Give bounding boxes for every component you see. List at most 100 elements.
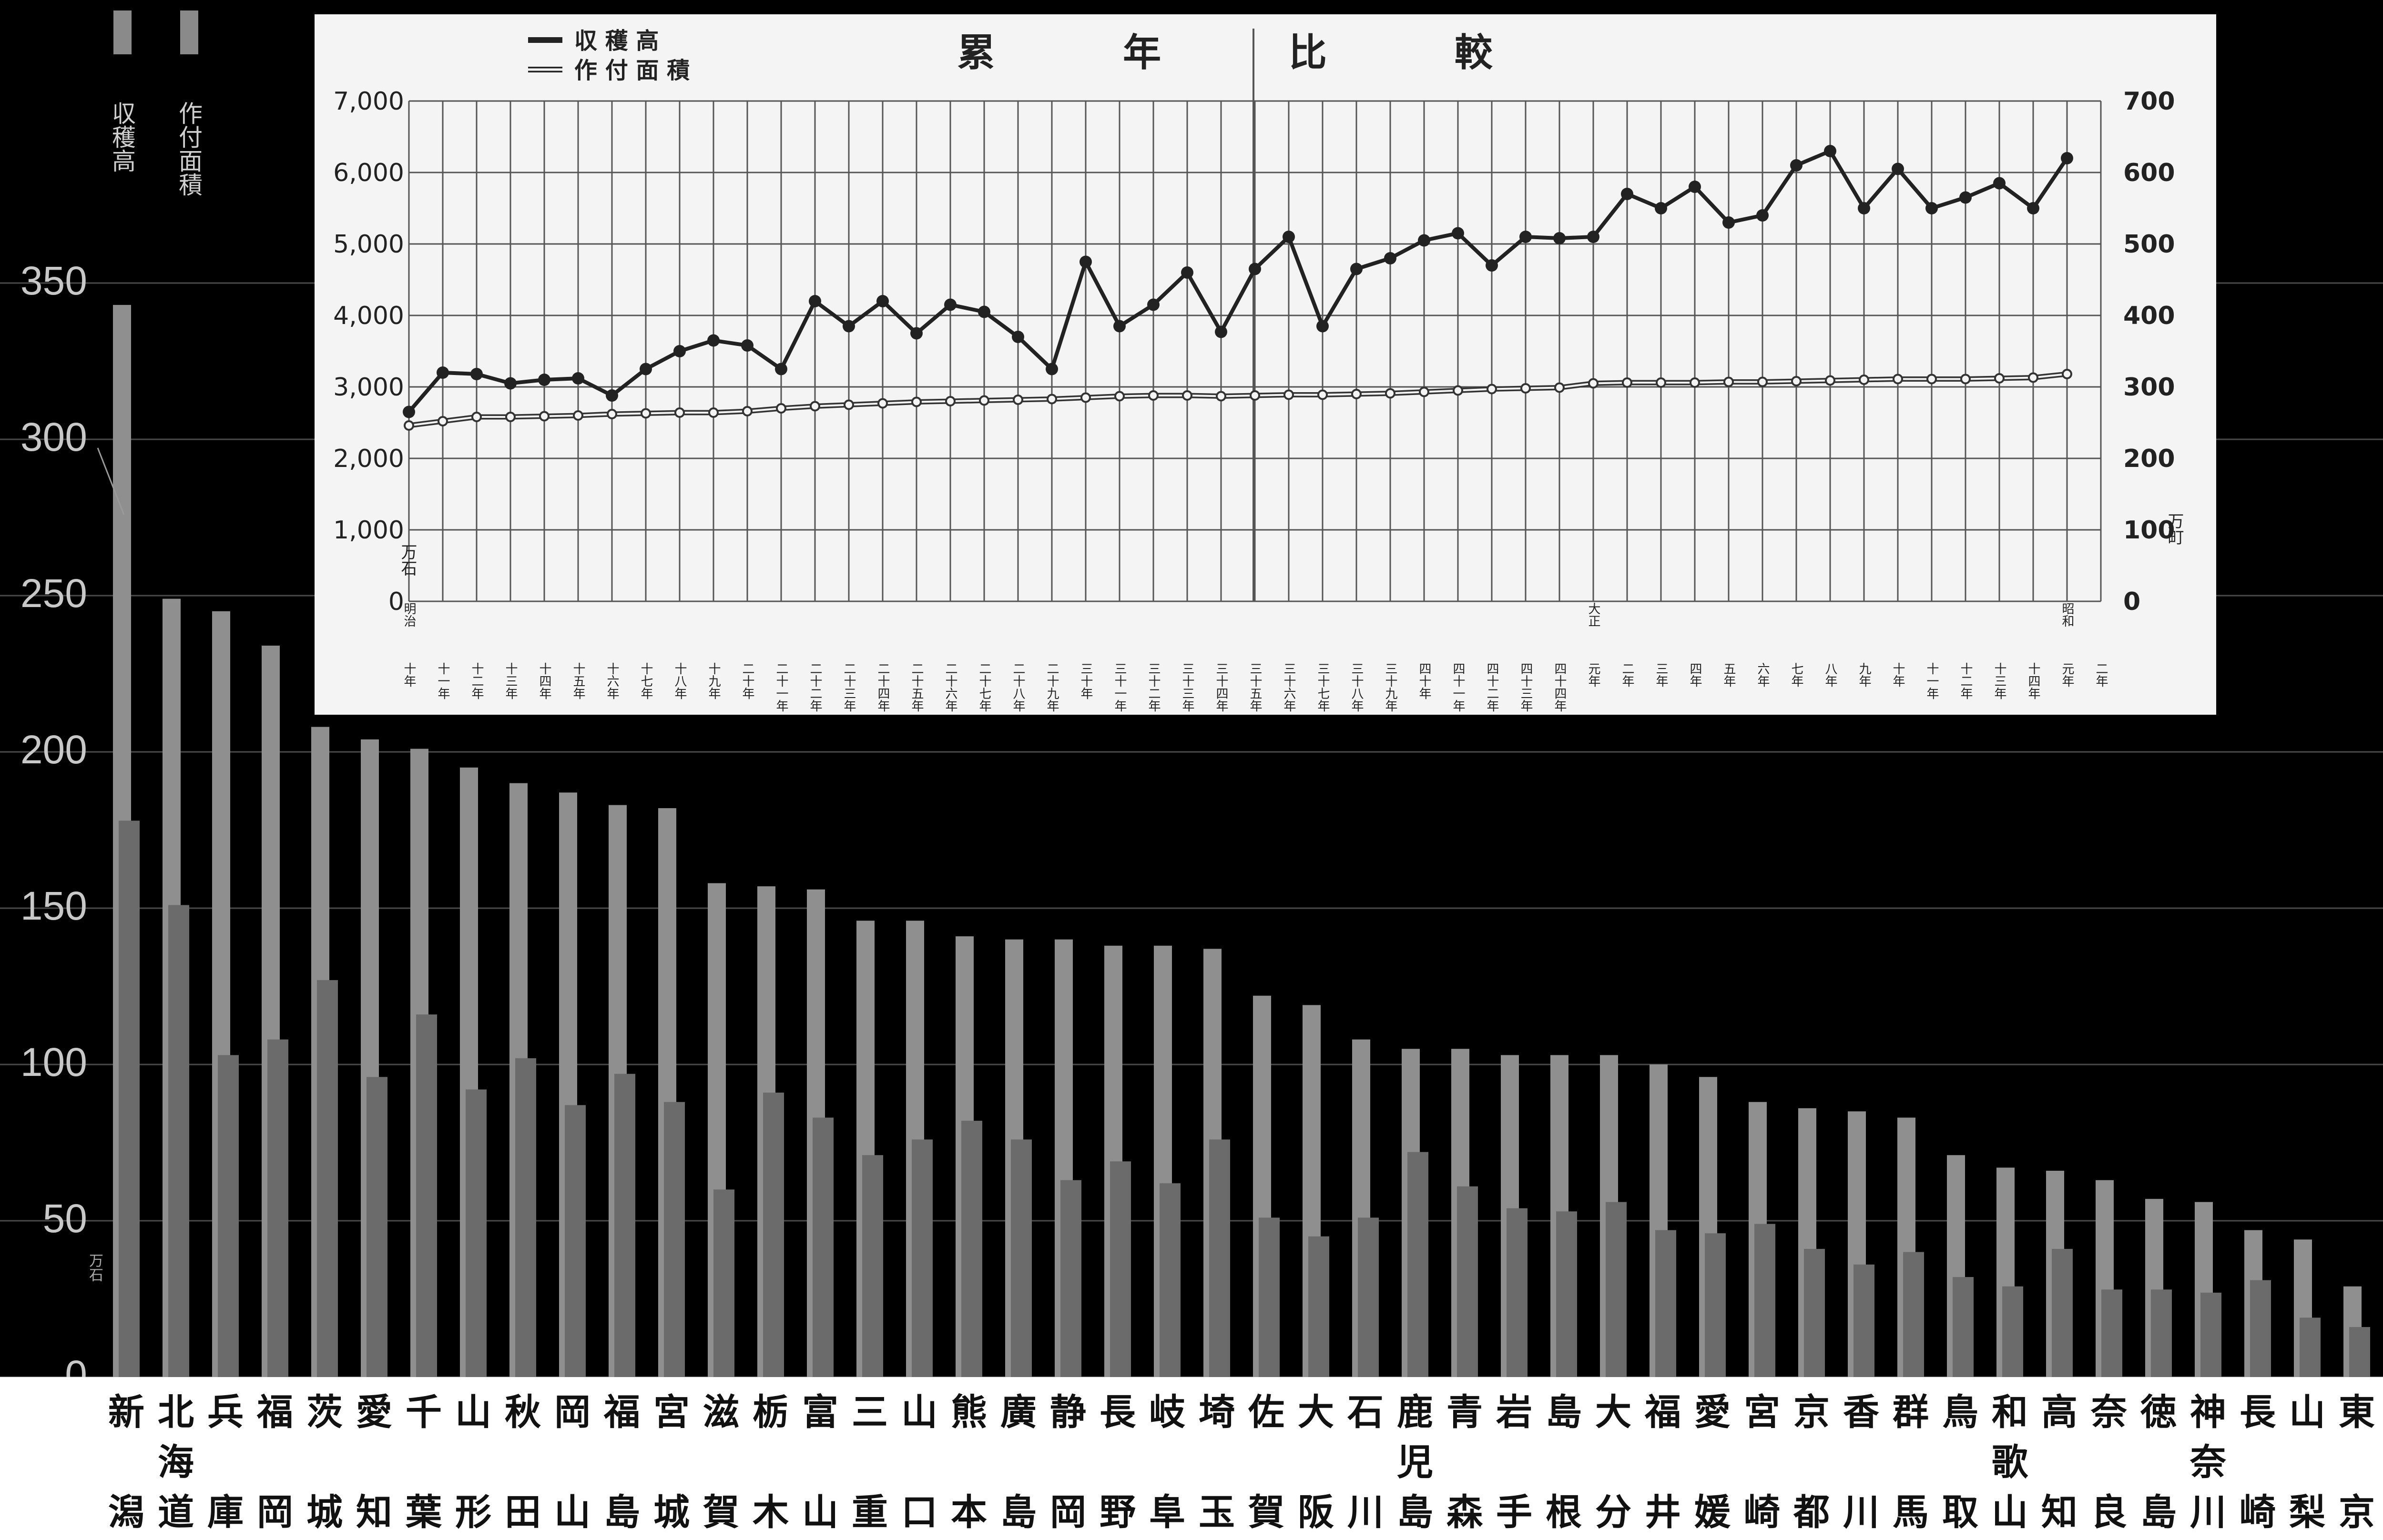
legend-area-label: 作付面積 xyxy=(175,101,203,196)
yield-point xyxy=(843,320,855,333)
yield-point xyxy=(1046,363,1058,375)
bar-area xyxy=(1953,1277,1974,1377)
category-label: 香川 xyxy=(1843,1391,1879,1533)
area-point xyxy=(1114,391,1125,402)
area-point xyxy=(844,399,854,410)
yield-point xyxy=(1790,159,1803,172)
area-point xyxy=(1520,383,1531,394)
x-label: 十九年 xyxy=(706,662,721,699)
yield-point xyxy=(1350,263,1363,275)
bar-area xyxy=(1110,1161,1131,1377)
yield-point xyxy=(606,389,618,402)
bar-area xyxy=(1209,1139,1230,1377)
yield-point xyxy=(673,345,686,357)
category-label: 長野 xyxy=(1100,1391,1136,1533)
bar-area xyxy=(2101,1289,2122,1377)
x-label: 二十一年 xyxy=(774,662,788,712)
x-label: 二十七年 xyxy=(977,662,991,712)
x-label: 六年 xyxy=(1755,662,1770,687)
area-point xyxy=(607,409,617,419)
area-point xyxy=(404,420,414,431)
era-label: 明治 xyxy=(402,602,416,627)
x-label: 三十三年 xyxy=(1180,662,1194,712)
inset-right-tick: 500 xyxy=(2123,230,2175,259)
yield-point xyxy=(1079,255,1092,268)
left-tick-label: 200 xyxy=(20,727,87,772)
bar-area xyxy=(1655,1230,1676,1377)
bar-area xyxy=(664,1102,685,1377)
area-point xyxy=(2028,372,2038,383)
inset-right-tick: 400 xyxy=(2123,302,2175,330)
area-point xyxy=(1723,376,1734,387)
category-label: 大阪 xyxy=(1298,1391,1334,1533)
area-point xyxy=(471,412,482,422)
category-label: 青森 xyxy=(1446,1391,1483,1533)
area-point xyxy=(1893,374,1903,385)
yield-point xyxy=(741,339,754,352)
yield-point xyxy=(910,327,923,340)
area-point xyxy=(1351,389,1362,399)
category-label: 和歌山 xyxy=(1992,1391,2028,1533)
x-label: 三年 xyxy=(1654,662,1668,687)
yield-point xyxy=(1283,231,1295,243)
area-point xyxy=(1622,377,1632,388)
category-label: 福岡 xyxy=(256,1391,293,1533)
area-point xyxy=(1487,384,1497,395)
left-tick-label: 50 xyxy=(43,1196,87,1241)
category-label: 佐賀 xyxy=(1248,1391,1284,1533)
area-point xyxy=(1283,389,1294,400)
bar-area xyxy=(565,1105,586,1377)
x-label: 三十四年 xyxy=(1214,662,1228,712)
x-label: 三十七年 xyxy=(1315,662,1330,712)
area-point xyxy=(505,412,516,422)
yield-point xyxy=(1012,331,1024,343)
yield-point xyxy=(876,295,889,307)
x-label: 八年 xyxy=(1823,662,1837,687)
yield-point xyxy=(2027,202,2039,214)
area-point xyxy=(810,401,820,412)
yield-point xyxy=(1824,145,1836,157)
area-point xyxy=(573,410,583,421)
category-label: 廣島 xyxy=(1000,1391,1037,1533)
bar-area xyxy=(1011,1139,1032,1377)
yield-point xyxy=(437,366,449,379)
yield-point xyxy=(1249,263,1261,275)
area-point xyxy=(708,407,719,418)
yield-point xyxy=(1519,231,1532,243)
inset-left-unit: 万石 xyxy=(398,544,417,576)
area-point xyxy=(1216,391,1226,402)
x-label: 十三年 xyxy=(503,662,518,699)
area-point xyxy=(1757,376,1768,387)
yield-point xyxy=(1925,202,1938,214)
area-point xyxy=(1791,376,1802,386)
category-label: 新潟 xyxy=(108,1391,144,1533)
area-point xyxy=(1859,375,1869,385)
yield-point xyxy=(775,363,787,375)
x-label: 三十年 xyxy=(1079,662,1093,699)
area-point xyxy=(1588,378,1599,389)
bar-area xyxy=(1060,1180,1081,1377)
x-label: 三十五年 xyxy=(1248,662,1262,712)
yield-point xyxy=(1858,202,1870,214)
bar-area xyxy=(614,1074,635,1377)
area-point xyxy=(877,398,888,409)
x-label: 十五年 xyxy=(571,662,585,699)
bar-area xyxy=(1160,1183,1181,1377)
inset-left-tick: 6,000 xyxy=(333,159,404,187)
area-point xyxy=(742,406,753,416)
category-label: 滋賀 xyxy=(703,1391,739,1533)
x-label: 元年 xyxy=(2060,662,2074,687)
category-label: 東京 xyxy=(2339,1391,2375,1533)
yield-point xyxy=(572,372,584,385)
area-point xyxy=(1317,389,1328,400)
legend-yield-swatch xyxy=(113,10,132,54)
category-label: 愛媛 xyxy=(1694,1391,1731,1533)
bar-area xyxy=(1407,1152,1428,1377)
bar-area xyxy=(862,1155,883,1377)
bar-area xyxy=(119,821,140,1377)
category-label: 岩手 xyxy=(1496,1391,1532,1533)
yield-point xyxy=(1587,231,1599,243)
category-label: 徳島 xyxy=(2140,1391,2177,1533)
bar-area xyxy=(218,1055,239,1377)
